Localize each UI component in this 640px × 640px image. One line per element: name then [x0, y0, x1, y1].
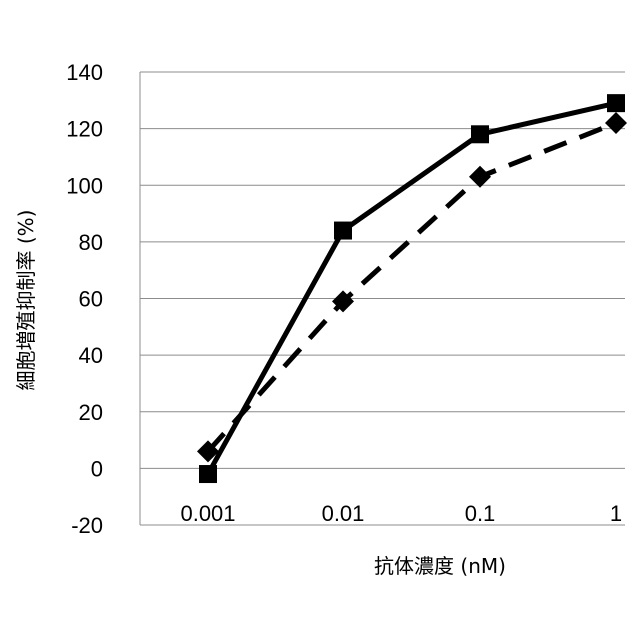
x-tick-labels: 0.001 0.01 0.1 1 — [180, 501, 622, 526]
y-tick-label: 140 — [66, 60, 103, 85]
y-tick-labels: 140 120 100 80 60 40 20 0 -20 — [66, 60, 103, 538]
gridlines — [140, 72, 625, 468]
y-tick-label: 120 — [66, 117, 103, 142]
series-1-point — [471, 125, 489, 143]
x-tick-label: 0.001 — [180, 501, 235, 526]
y-tick-label: 20 — [79, 400, 103, 425]
y-tick-label: 40 — [79, 343, 103, 368]
y-tick-label: 80 — [79, 230, 103, 255]
series-markers — [197, 94, 627, 483]
series-1-line — [208, 103, 616, 474]
x-tick-label: 0.1 — [465, 501, 496, 526]
series-1-point — [607, 94, 625, 112]
y-tick-label: 60 — [79, 287, 103, 312]
series-2-point — [469, 166, 491, 188]
series-2-point — [605, 112, 627, 134]
y-tick-label: 0 — [91, 456, 103, 481]
y-axis-title: 細胞増殖抑制率 (%) — [14, 210, 38, 391]
series-lines — [208, 103, 616, 474]
x-axis-title: 抗体濃度 (nM) — [374, 554, 506, 578]
series-1-point — [334, 222, 352, 240]
x-tick-label: 0.01 — [322, 501, 365, 526]
series-2-line — [208, 123, 616, 451]
y-tick-label: 100 — [66, 173, 103, 198]
series-1-point — [199, 465, 217, 483]
y-tick-label: -20 — [71, 513, 103, 538]
x-tick-label: 1 — [610, 501, 622, 526]
